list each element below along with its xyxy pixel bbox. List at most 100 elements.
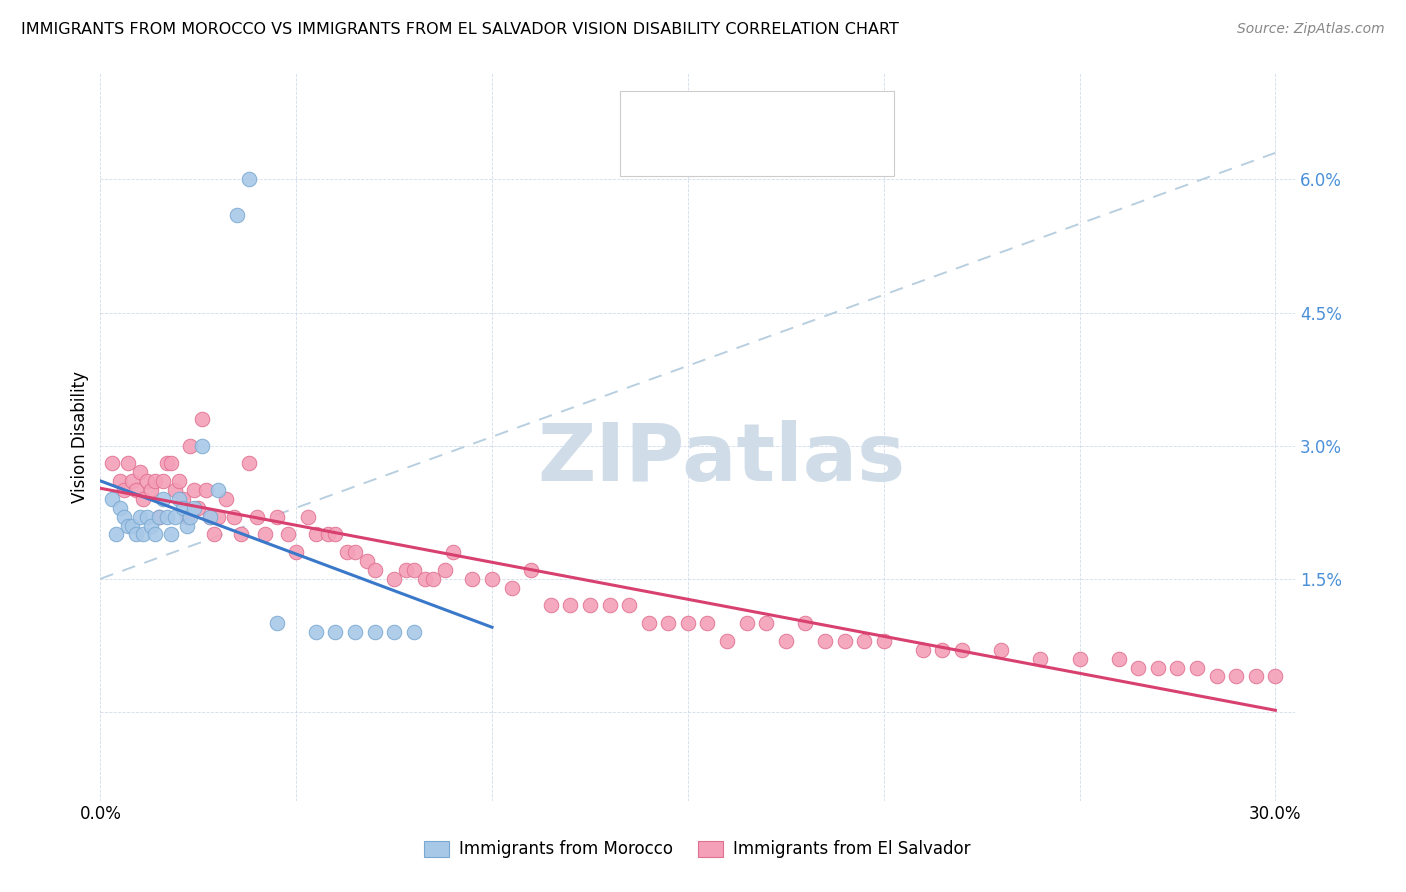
Text: -0.502: -0.502 xyxy=(702,138,761,156)
Text: N =: N = xyxy=(751,138,787,156)
Point xyxy=(183,483,205,497)
Point xyxy=(402,563,425,577)
Point xyxy=(191,439,214,453)
Point xyxy=(422,572,444,586)
Point xyxy=(108,474,131,488)
Point xyxy=(112,509,135,524)
Point xyxy=(132,527,155,541)
Point xyxy=(238,172,260,186)
Point xyxy=(117,518,139,533)
Point xyxy=(305,527,328,541)
Point xyxy=(343,625,366,640)
Point xyxy=(794,616,817,631)
Point xyxy=(775,633,797,648)
Legend: Immigrants from Morocco, Immigrants from El Salvador: Immigrants from Morocco, Immigrants from… xyxy=(418,834,977,865)
Point xyxy=(198,509,221,524)
Point xyxy=(481,572,503,586)
Point xyxy=(540,599,562,613)
Point xyxy=(105,527,128,541)
Point xyxy=(305,625,328,640)
Point xyxy=(207,509,229,524)
Point xyxy=(121,518,143,533)
Point xyxy=(382,572,405,586)
Point xyxy=(160,527,183,541)
Point xyxy=(266,509,288,524)
Text: Source: ZipAtlas.com: Source: ZipAtlas.com xyxy=(1237,22,1385,37)
Point xyxy=(814,633,837,648)
Point xyxy=(202,527,225,541)
Point xyxy=(141,483,163,497)
Point xyxy=(834,633,856,648)
Point xyxy=(363,563,385,577)
Point xyxy=(356,554,378,568)
Point xyxy=(1264,669,1286,683)
Point xyxy=(520,563,543,577)
Point xyxy=(191,412,214,426)
Point xyxy=(363,625,385,640)
Point xyxy=(198,509,221,524)
Point xyxy=(231,527,253,541)
Point xyxy=(176,518,198,533)
Text: R =: R = xyxy=(662,138,699,156)
Point xyxy=(215,491,238,506)
Point xyxy=(128,465,150,479)
Point xyxy=(226,208,249,222)
Point xyxy=(382,625,405,640)
Point xyxy=(222,509,245,524)
Point xyxy=(143,527,166,541)
Point xyxy=(148,509,170,524)
Point xyxy=(172,491,194,506)
Point xyxy=(207,483,229,497)
Point xyxy=(325,625,347,640)
Point xyxy=(336,545,359,559)
Point xyxy=(108,500,131,515)
Point xyxy=(395,563,418,577)
Point xyxy=(297,509,319,524)
Text: R =: R = xyxy=(662,107,699,125)
Point xyxy=(599,599,621,613)
Point xyxy=(676,616,699,631)
Point xyxy=(441,545,464,559)
Point xyxy=(128,509,150,524)
Point xyxy=(160,457,183,471)
Point xyxy=(461,572,484,586)
Text: 0.177: 0.177 xyxy=(702,107,754,125)
Point xyxy=(152,491,174,506)
Point xyxy=(136,509,159,524)
Point xyxy=(163,483,186,497)
Point xyxy=(117,457,139,471)
Point xyxy=(716,633,738,648)
Point xyxy=(156,457,179,471)
Point xyxy=(187,500,209,515)
Point xyxy=(101,457,124,471)
Point xyxy=(1029,651,1052,665)
Point xyxy=(172,500,194,515)
Point xyxy=(1225,669,1247,683)
Point xyxy=(132,491,155,506)
Point xyxy=(415,572,437,586)
Text: 34: 34 xyxy=(786,107,808,125)
Point xyxy=(434,563,457,577)
Point xyxy=(195,483,218,497)
Point xyxy=(121,474,143,488)
Point xyxy=(637,616,659,631)
Point xyxy=(148,509,170,524)
Point xyxy=(1185,660,1208,674)
Point xyxy=(950,642,973,657)
Point xyxy=(1069,651,1091,665)
Point xyxy=(343,545,366,559)
Point xyxy=(179,509,201,524)
Point xyxy=(1108,651,1130,665)
Y-axis label: Vision Disability: Vision Disability xyxy=(72,371,89,503)
Point xyxy=(246,509,269,524)
Point xyxy=(112,483,135,497)
Point xyxy=(325,527,347,541)
Point xyxy=(873,633,896,648)
Point xyxy=(176,509,198,524)
Point xyxy=(657,616,679,631)
Point xyxy=(735,616,758,631)
Point xyxy=(755,616,778,631)
Point xyxy=(143,474,166,488)
Point xyxy=(277,527,299,541)
Point xyxy=(179,439,201,453)
